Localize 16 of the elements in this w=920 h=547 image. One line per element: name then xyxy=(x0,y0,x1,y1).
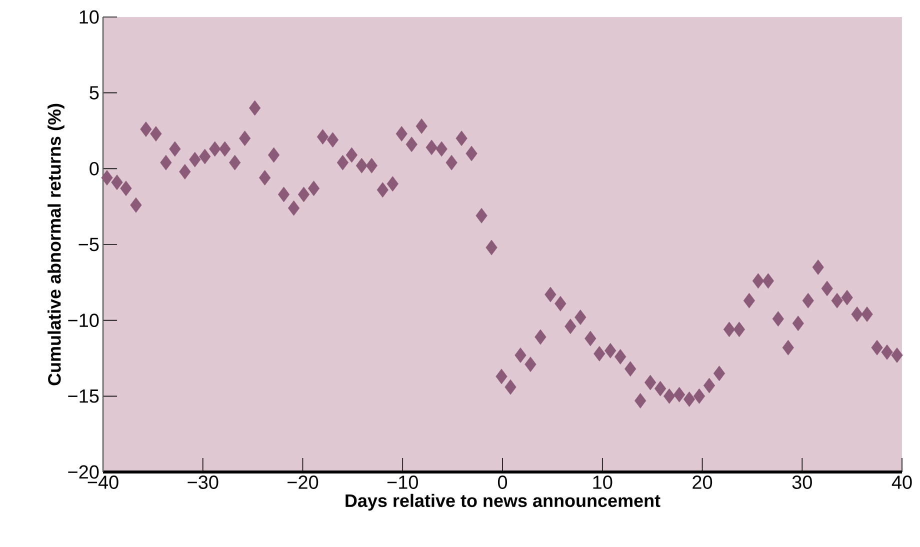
y-tick-label: −15 xyxy=(68,390,99,403)
x-tick-label: 20 xyxy=(692,476,712,489)
y-tick-label: −5 xyxy=(78,238,99,252)
x-tick-label: −20 xyxy=(288,476,318,489)
y-tick-label: 5 xyxy=(90,86,99,100)
x-tick-label: −30 xyxy=(188,476,218,489)
x-axis-title: Days relative to news announcement xyxy=(346,494,660,511)
y-tick-label: 10 xyxy=(80,10,99,24)
x-tick-label: 30 xyxy=(792,476,812,489)
x-tick-label: −10 xyxy=(387,476,418,489)
x-tick-label: 0 xyxy=(498,476,508,489)
x-tick-label: 10 xyxy=(593,476,612,489)
y-tick-label: 0 xyxy=(90,162,99,176)
x-tick-label: 40 xyxy=(892,476,912,489)
y-axis-title: Cumulative abnormal returns (%) xyxy=(48,104,64,386)
y-tick-label: −10 xyxy=(68,314,99,328)
